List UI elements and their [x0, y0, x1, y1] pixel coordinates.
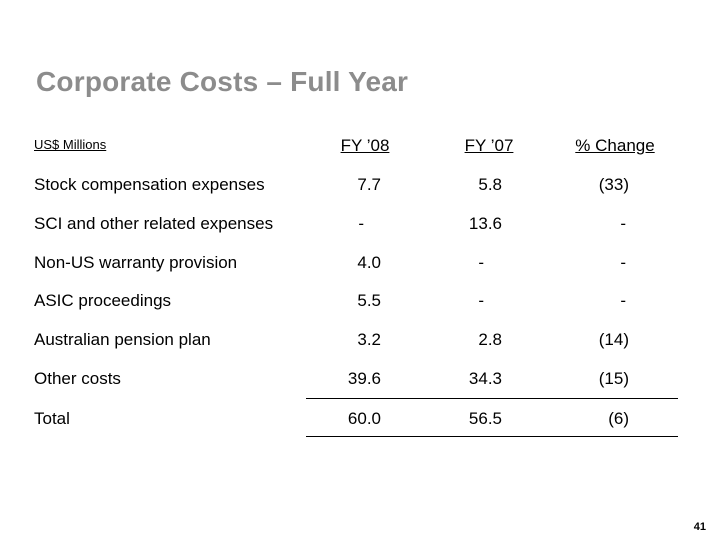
column-header-change: % Change [575, 136, 655, 155]
table-row: Non-US warranty provision 4.0 - - [0, 253, 720, 277]
change-value: (15) [598, 369, 629, 388]
change-value: (6) [608, 409, 629, 428]
fy07-value: 56.5 [468, 409, 502, 428]
fy07-value: 34.3 [468, 369, 502, 388]
fy08-value: 39.6 [347, 369, 381, 388]
change-value: (33) [598, 175, 629, 194]
row-label: Total [34, 409, 70, 428]
change-value: - [620, 214, 626, 233]
table-row: Stock compensation expenses 7.7 5.8 (33) [0, 175, 720, 199]
table-row: ASIC proceedings 5.5 - - [0, 291, 720, 315]
row-label: ASIC proceedings [34, 291, 172, 310]
row-label: Non-US warranty provision [34, 253, 238, 272]
row-label: Australian pension plan [34, 330, 211, 349]
total-bottom-rule [306, 436, 678, 437]
column-header-fy08: FY ’08 [340, 136, 390, 155]
fy07-value: - [478, 291, 484, 310]
fy08-value: - [358, 214, 364, 233]
slide-title: Corporate Costs – Full Year [36, 66, 409, 97]
change-value: - [620, 291, 626, 310]
row-label: SCI and other related expenses [34, 214, 274, 233]
table-row-total: Total 60.0 56.5 (6) [0, 409, 720, 433]
fy08-value: 7.7 [357, 175, 381, 194]
change-value: (14) [598, 330, 629, 349]
row-label: Other costs [34, 369, 121, 388]
fy08-value: 4.0 [357, 253, 381, 272]
fy07-value: 2.8 [478, 330, 502, 349]
total-top-rule [306, 398, 678, 399]
fy08-value: 60.0 [347, 409, 381, 428]
column-header-fy07: FY ’07 [464, 136, 514, 155]
fy08-value: 3.2 [357, 330, 381, 349]
fy07-value: - [478, 253, 484, 272]
fy08-value: 5.5 [357, 291, 381, 310]
fy07-value: 13.6 [468, 214, 502, 233]
row-label: Stock compensation expenses [34, 175, 265, 194]
page-number: 41 [693, 521, 706, 533]
units-label: US$ Millions [34, 137, 107, 152]
table-row: SCI and other related expenses - 13.6 - [0, 214, 720, 238]
table-row: Other costs 39.6 34.3 (15) [0, 369, 720, 393]
fy07-value: 5.8 [478, 175, 502, 194]
change-value: - [620, 253, 626, 272]
table-row: Australian pension plan 3.2 2.8 (14) [0, 330, 720, 354]
